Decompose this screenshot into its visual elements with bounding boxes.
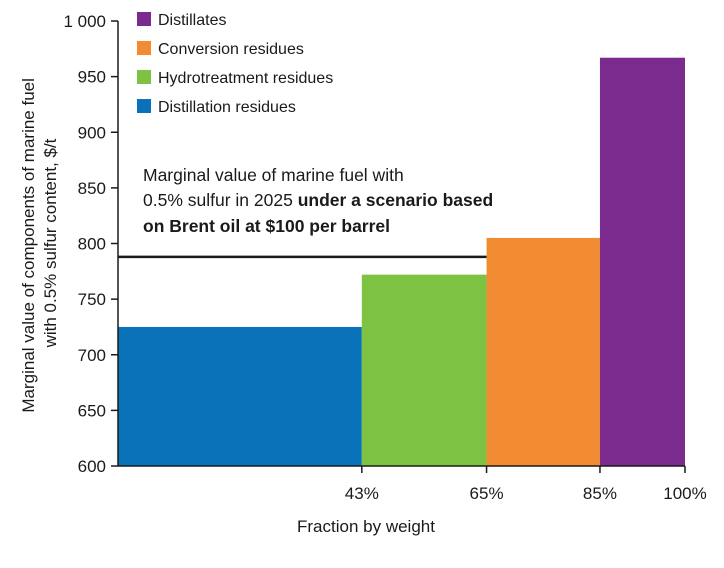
y-tick-label: 1 000 (63, 12, 106, 31)
bars-group (118, 57, 685, 467)
x-tick-label: 65% (470, 484, 504, 503)
legend-swatch (137, 41, 151, 55)
bar-distillates (599, 57, 685, 467)
x-tick-label: 100% (663, 484, 706, 503)
legend-swatch (137, 12, 151, 26)
y-tick-label: 650 (78, 401, 106, 420)
x-tick-label: 43% (345, 484, 379, 503)
y-axis-title-line-1: Marginal value of components of marine f… (19, 78, 38, 413)
bar-distillation-residues (118, 326, 362, 466)
bar-conversion-residues (486, 237, 600, 466)
y-tick-label: 900 (78, 123, 106, 142)
legend: Distillates Conversion residues Hydrotreat… (137, 12, 333, 116)
legend-swatch (137, 99, 151, 113)
annotation-line-2-bold: under a scenario based (298, 190, 494, 210)
legend-label: Distillates (158, 12, 226, 29)
annotation-line-2: 0.5% sulfur in 2025 under a scenario bas… (143, 190, 493, 210)
annotation-line-2-normal: 0.5% sulfur in 2025 (143, 190, 298, 210)
y-ticks: 600 650 700 750 800 850 900 950 1 000 (63, 12, 118, 476)
y-tick-label: 700 (78, 346, 106, 365)
y-axis-title-line-2: with 0.5% sulfur content, $/t (41, 138, 60, 348)
legend-label: Conversion residues (158, 41, 304, 58)
legend-label: Distillation residues (158, 99, 296, 116)
y-tick-label: 850 (78, 179, 106, 198)
annotation-line-3: on Brent oil at $100 per barrel (143, 216, 390, 236)
bar-hydrotreatment-residues (361, 274, 487, 466)
annotation-line-1: Marginal value of marine fuel with (143, 165, 404, 185)
y-tick-label: 600 (78, 457, 106, 476)
y-tick-label: 750 (78, 290, 106, 309)
x-axis-title: Fraction by weight (297, 517, 435, 536)
y-tick-label: 950 (78, 68, 106, 87)
y-tick-label: 800 (78, 235, 106, 254)
y-axis-title: Marginal value of components of marine f… (19, 73, 60, 412)
x-ticks: 43% 65% 85% 100% (345, 466, 707, 503)
legend-swatch (137, 70, 151, 84)
legend-label: Hydrotreatment residues (158, 70, 333, 87)
x-tick-label: 85% (583, 484, 617, 503)
